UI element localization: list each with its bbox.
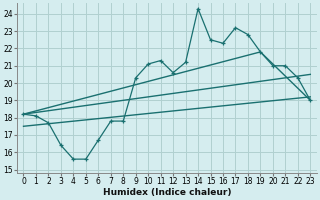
X-axis label: Humidex (Indice chaleur): Humidex (Indice chaleur) [103,188,231,197]
